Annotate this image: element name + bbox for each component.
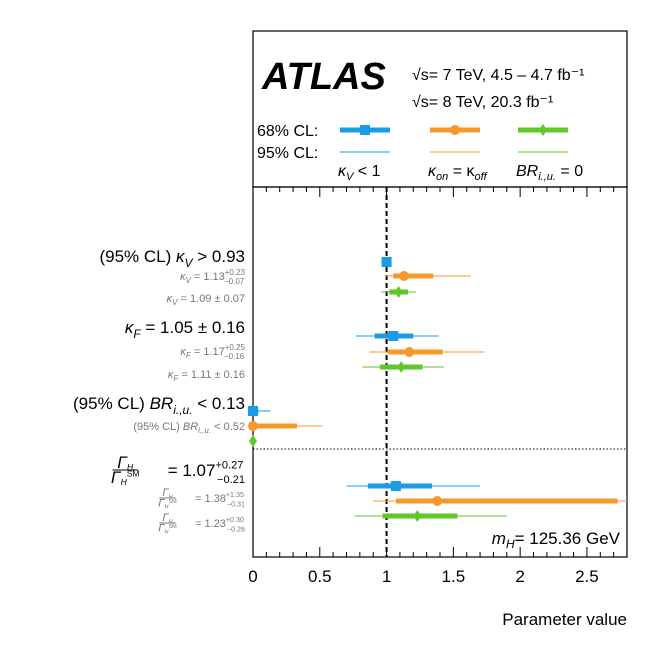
svg-text:√s= 7 TeV, 4.5 – 4.7 fb⁻¹: √s= 7 TeV, 4.5 – 4.7 fb⁻¹ — [412, 67, 584, 84]
legend: κV < 1 κon = κoff BRi.,u. = 0 — [338, 124, 583, 183]
marker-3-2 — [413, 510, 422, 522]
svg-text:mH= 125.36 GeV: mH= 125.36 GeV — [492, 529, 621, 551]
row-label-1-2: κF = 1.11 ± 0.16 — [168, 369, 245, 383]
experiment-logo: ATLAS — [261, 56, 386, 98]
group-label-2: (95% CL) BRi.,u. < 0.13 — [73, 394, 245, 417]
group-label-3-value: = 1.07+0.27 −0.21 — [168, 459, 245, 485]
row-label-3-1-value: = 1.38+1.35 −0.31 — [195, 491, 245, 508]
point-0-1 — [385, 271, 471, 281]
legend-entry-0: κV < 1 — [338, 125, 390, 183]
mass-label: mH= 125.36 GeV — [492, 529, 621, 551]
point-0-0 — [381, 257, 392, 267]
marker-0-1 — [398, 271, 409, 281]
row-label-3-2-num: ΓH — [162, 512, 172, 525]
group-label-0: (95% CL) κV > 0.93 — [99, 247, 245, 270]
legend-marker-2 — [539, 124, 547, 136]
row-label-3-2-value: = 1.23+0.30 −0.26 — [195, 516, 245, 533]
row-label-3-2-den: ΓHSM — [158, 522, 177, 535]
marker-1-1 — [404, 347, 415, 357]
marker-3-1 — [432, 496, 443, 506]
marker-2-0 — [248, 406, 258, 416]
marker-0-0 — [381, 257, 392, 267]
point-2-2 — [249, 435, 257, 447]
x-tick-label-1: 0.5 — [308, 567, 332, 586]
legend-cl68-label: 68% CL: — [257, 123, 318, 140]
x-axis-label: Parameter value — [502, 610, 627, 629]
row-label-0-1: κV = 1.13+0.23 −0.07 — [180, 268, 246, 286]
x-tick-label-3: 1.5 — [442, 567, 466, 586]
point-2-0 — [248, 406, 271, 416]
marker-0-2 — [394, 286, 403, 298]
marker-1-0 — [388, 331, 399, 341]
point-3-0 — [346, 481, 481, 491]
svg-text:√s= 8 TeV, 20.3 fb⁻¹: √s= 8 TeV, 20.3 fb⁻¹ — [412, 94, 553, 111]
point-1-1 — [369, 347, 485, 357]
point-2-1 — [248, 421, 323, 431]
x-tick-label-5: 2.5 — [575, 567, 599, 586]
point-3-2 — [354, 510, 507, 522]
point-1-2 — [362, 361, 445, 373]
energy-line-2: √s= 8 TeV, 20.3 fb⁻¹ — [412, 94, 553, 111]
x-tick-label-0: 0 — [248, 567, 257, 586]
legend-marker-1 — [450, 125, 460, 135]
energy-line-1: √s= 7 TeV, 4.5 – 4.7 fb⁻¹ — [412, 67, 584, 84]
row-label-3-1-den: ΓHSM — [158, 497, 177, 510]
row-label-3-1-num: ΓH — [162, 487, 172, 500]
point-1-0 — [355, 331, 439, 341]
point-3-1 — [373, 496, 627, 506]
legend-entry-1: κon = κoff — [428, 125, 488, 183]
marker-2-2 — [249, 435, 257, 447]
legend-label-2: BRi.,u. = 0 — [516, 163, 583, 183]
x-tick-label-2: 1 — [382, 567, 391, 586]
legend-cl95-label: 95% CL: — [257, 145, 318, 162]
marker-3-0 — [390, 481, 401, 491]
legend-label-0: κV < 1 — [338, 163, 381, 183]
group-label-1: κF = 1.05 ± 0.16 — [125, 318, 245, 341]
point-0-2 — [381, 286, 416, 298]
marker-1-2 — [397, 361, 406, 373]
legend-marker-0 — [360, 125, 370, 135]
row-label-0-2: κV = 1.09 ± 0.07 — [167, 293, 245, 307]
legend-entry-2: BRi.,u. = 0 — [516, 124, 583, 183]
legend-label-1: κon = κoff — [428, 163, 488, 183]
axes: 0 0.5 1 1.5 2 2.5 — [248, 187, 628, 586]
marker-2-1 — [248, 421, 258, 431]
row-label-2-1: (95% CL) BRi.,u. < 0.52 — [133, 421, 245, 435]
group-label-3-num: ΓH — [117, 453, 134, 472]
group-label-3-den: ΓHSM — [111, 468, 140, 487]
marks — [248, 257, 627, 522]
x-tick-label-4: 2 — [515, 567, 524, 586]
row-label-1-1: κF = 1.17+0.25 −0.16 — [180, 343, 245, 361]
